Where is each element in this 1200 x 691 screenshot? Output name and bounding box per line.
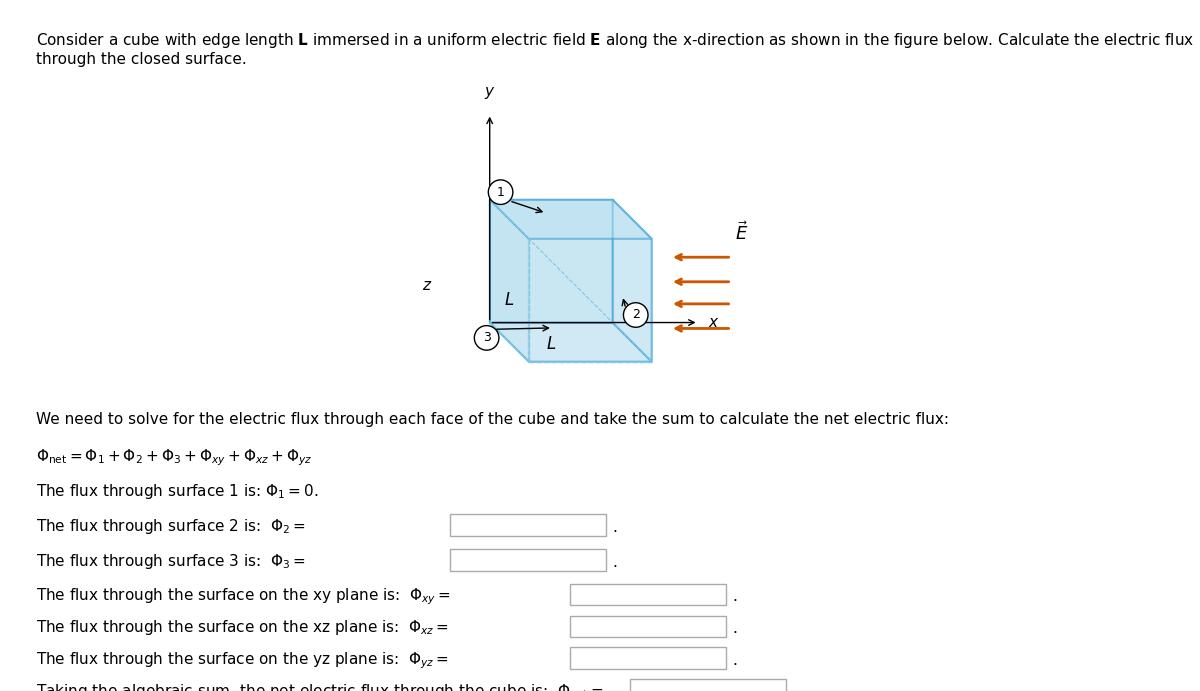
Polygon shape — [529, 239, 652, 361]
Text: .: . — [732, 589, 737, 605]
Text: .: . — [612, 520, 617, 535]
Text: 2: 2 — [631, 308, 640, 321]
Polygon shape — [490, 200, 652, 239]
Text: $y$: $y$ — [484, 86, 496, 102]
Text: The flux through the surface on the xy plane is:  $\Phi_{xy} = $: The flux through the surface on the xy p… — [36, 587, 451, 607]
Text: The flux through surface 3 is:  $\Phi_3 = $: The flux through surface 3 is: $\Phi_3 =… — [36, 551, 306, 571]
Text: .: . — [612, 555, 617, 569]
FancyBboxPatch shape — [630, 679, 786, 691]
Text: 3: 3 — [482, 332, 491, 344]
Text: Taking the algebraic sum, the net electric flux through the cube is:  $\Phi_{\ma: Taking the algebraic sum, the net electr… — [36, 682, 604, 691]
Text: $x$: $x$ — [708, 315, 720, 330]
FancyBboxPatch shape — [450, 549, 606, 571]
Polygon shape — [612, 200, 652, 361]
Text: $\vec{E}$: $\vec{E}$ — [736, 221, 749, 244]
Text: .: . — [732, 621, 737, 636]
Text: $L$: $L$ — [504, 291, 514, 309]
Text: 1: 1 — [497, 186, 504, 198]
Text: $\Phi_{\mathrm{net}} = \Phi_1 + \Phi_2 + \Phi_3 + \Phi_{xy} + \Phi_{xz} + \Phi_{: $\Phi_{\mathrm{net}} = \Phi_1 + \Phi_2 +… — [36, 447, 313, 468]
Polygon shape — [490, 200, 529, 361]
FancyBboxPatch shape — [570, 647, 726, 669]
Polygon shape — [490, 200, 612, 323]
Text: Consider a cube with edge length $\mathbf{L}$ immersed in a uniform electric fie: Consider a cube with edge length $\mathb… — [36, 31, 1194, 68]
Circle shape — [488, 180, 512, 205]
Text: The flux through surface 2 is:  $\Phi_2 = $: The flux through surface 2 is: $\Phi_2 =… — [36, 517, 306, 536]
Text: We need to solve for the electric flux through each face of the cube and take th: We need to solve for the electric flux t… — [36, 413, 949, 428]
Text: $z$: $z$ — [422, 278, 433, 293]
Text: The flux through the surface on the xz plane is:  $\Phi_{xz} = $: The flux through the surface on the xz p… — [36, 618, 449, 637]
Polygon shape — [490, 323, 652, 361]
Text: The flux through surface 1 is: $\Phi_1 = 0.$: The flux through surface 1 is: $\Phi_1 =… — [36, 482, 318, 501]
FancyBboxPatch shape — [570, 616, 726, 637]
FancyBboxPatch shape — [570, 584, 726, 605]
Text: .: . — [792, 685, 797, 691]
Text: The flux through the surface on the yz plane is:  $\Phi_{yz} = $: The flux through the surface on the yz p… — [36, 650, 449, 671]
Circle shape — [474, 325, 499, 350]
FancyBboxPatch shape — [450, 514, 606, 536]
Text: .: . — [732, 653, 737, 668]
Text: $L$: $L$ — [546, 335, 557, 353]
Circle shape — [624, 303, 648, 328]
